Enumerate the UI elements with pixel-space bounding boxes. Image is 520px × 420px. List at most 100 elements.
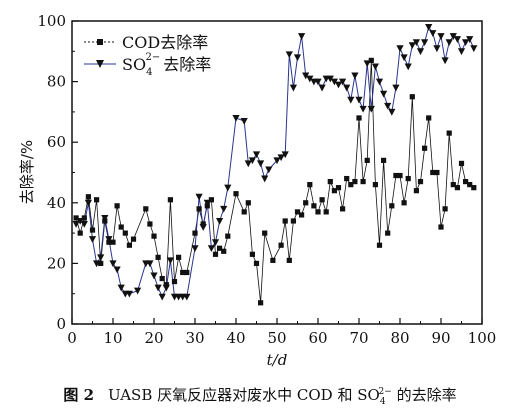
so4-data-point	[158, 293, 166, 301]
so4-data-point	[306, 75, 314, 83]
cod-data-point	[327, 178, 333, 185]
so4-data-point	[97, 254, 105, 262]
cod-data-point	[77, 230, 83, 236]
cod-data-point	[434, 169, 440, 176]
so4-data-point	[375, 78, 384, 86]
so4-data-point	[400, 54, 408, 62]
so4-data-point	[363, 60, 371, 68]
so4-data-point	[371, 63, 379, 71]
cod-data-point	[167, 197, 173, 203]
so4-data-point	[248, 157, 256, 165]
cod-data-point	[262, 230, 268, 236]
cod-data-point	[290, 218, 296, 224]
cod-data-point	[352, 178, 358, 185]
x-axis-label: t/d	[267, 351, 288, 369]
so4-data-point	[421, 39, 429, 47]
so4-data-point	[318, 84, 326, 92]
so4-data-point	[293, 54, 302, 62]
so4-data-point	[84, 199, 92, 207]
so4-data-point	[359, 105, 367, 113]
cod-data-point	[114, 203, 120, 209]
so4-data-point	[109, 260, 117, 268]
cod-data-point	[426, 115, 432, 121]
cod-data-point	[171, 278, 178, 285]
cod-data-point	[442, 206, 448, 212]
cod-data-point	[200, 221, 206, 227]
cod-data-point	[249, 251, 255, 257]
cod-data-point	[81, 215, 87, 221]
so4-data-point	[80, 221, 88, 228]
cod-data-point	[184, 269, 190, 276]
cod-data-point	[323, 209, 329, 215]
cod-data-point	[335, 185, 342, 191]
so4-data-point	[207, 245, 215, 253]
cod-data-point	[471, 185, 477, 191]
cod-data-point	[356, 115, 362, 121]
so4-data-point	[117, 284, 125, 292]
cod-data-point	[253, 260, 260, 266]
cod-data-point	[454, 185, 460, 191]
cod-data-point	[319, 197, 325, 203]
cod-data-point	[85, 194, 91, 200]
cod-data-point	[286, 257, 292, 263]
legend-so4-subscript: 4	[146, 67, 152, 78]
so4-data-point	[351, 72, 359, 80]
so4-data-point	[404, 63, 412, 71]
so4-data-point	[252, 151, 261, 159]
so4-data-point	[433, 45, 441, 53]
so4-data-point	[396, 45, 404, 53]
so4-data-point	[113, 266, 121, 274]
cod-data-point	[458, 160, 465, 167]
so4-data-point	[125, 290, 133, 298]
so4-data-point	[412, 39, 420, 47]
cod-data-point	[192, 230, 198, 236]
so4-data-point	[289, 84, 297, 92]
cod-data-point	[311, 203, 317, 209]
cod-data-point	[294, 209, 301, 215]
cod-data-point	[438, 224, 444, 230]
so4-data-point	[330, 78, 338, 86]
legend-item-so4: SO42− 去除率	[84, 52, 211, 78]
cod-data-point	[282, 218, 288, 224]
so4-data-point	[244, 160, 252, 168]
so4-data-point	[105, 236, 113, 243]
so4-data-point	[273, 157, 281, 165]
so4-data-point	[162, 284, 170, 292]
cod-data-point	[417, 178, 424, 185]
cod-data-point	[393, 172, 399, 179]
so4-data-point	[195, 193, 203, 201]
so4-data-point	[367, 105, 375, 113]
y-tick-label: 100	[37, 12, 66, 30]
so4-data-point	[388, 108, 396, 116]
so4-data-point	[343, 84, 351, 92]
cod-data-point	[143, 206, 149, 212]
x-tick-label: 0	[67, 329, 77, 347]
cod-data-point	[409, 94, 415, 100]
so4-data-point	[326, 75, 334, 83]
x-tick-label: 100	[468, 329, 497, 347]
y-tick-label: 60	[47, 133, 66, 151]
x-tick-label: 60	[308, 329, 327, 347]
legend-label-so4: SO42− 去除率	[122, 52, 211, 78]
so4-data-point	[408, 42, 416, 50]
cod-data-point	[348, 182, 354, 188]
legend-marker-square	[97, 39, 103, 45]
cod-data-point	[344, 175, 350, 182]
cod-data-point	[89, 227, 96, 233]
so4-data-point	[314, 78, 322, 86]
so4-data-point	[88, 236, 97, 243]
cod-data-point	[151, 233, 157, 239]
cod-data-point	[73, 215, 79, 221]
so4-data-point	[449, 33, 457, 40]
so4-data-point	[441, 57, 449, 65]
so4-data-point	[183, 293, 191, 301]
cod-data-point	[381, 157, 387, 163]
cod-data-point	[122, 230, 128, 236]
so4-data-point	[416, 48, 425, 56]
cod-data-point	[376, 242, 383, 248]
so4-data-point	[93, 260, 101, 268]
so4-data-point	[166, 257, 174, 265]
cod-data-point	[94, 197, 100, 203]
cod-data-point	[467, 182, 473, 188]
so4-data-point	[72, 221, 80, 228]
